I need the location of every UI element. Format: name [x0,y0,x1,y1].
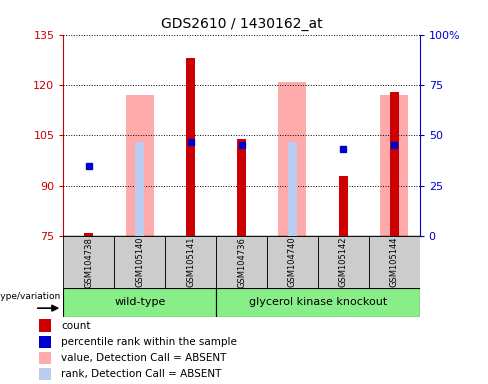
Text: rank, Detection Call = ABSENT: rank, Detection Call = ABSENT [61,369,222,379]
Text: GSM104740: GSM104740 [288,237,297,287]
Text: value, Detection Call = ABSENT: value, Detection Call = ABSENT [61,353,226,363]
Text: GSM105144: GSM105144 [390,237,399,287]
Title: GDS2610 / 1430162_at: GDS2610 / 1430162_at [161,17,323,31]
Bar [318,236,369,288]
Text: GSM105142: GSM105142 [339,237,348,287]
Bar [39,352,51,364]
Text: genotype/variation: genotype/variation [0,291,61,301]
Bar [267,236,318,288]
Bar [114,236,165,288]
Text: GSM104738: GSM104738 [84,237,93,288]
Bar [237,139,246,236]
Bar [126,95,154,236]
Bar [369,236,420,288]
Text: GSM105141: GSM105141 [186,237,195,287]
Bar [389,92,399,236]
Bar [380,95,408,236]
Bar [39,319,51,332]
Bar [186,58,195,236]
Text: glycerol kinase knockout: glycerol kinase knockout [249,297,387,308]
Bar [216,236,267,288]
Bar [39,368,51,380]
Text: percentile rank within the sample: percentile rank within the sample [61,337,237,347]
Bar [288,142,297,236]
Bar [63,288,216,317]
Bar [165,236,216,288]
Text: wild-type: wild-type [114,297,165,308]
Bar [135,142,144,236]
Text: count: count [61,321,90,331]
Bar [279,82,306,236]
Bar [84,233,94,236]
Bar [216,288,420,317]
Bar [339,176,348,236]
Text: GSM105140: GSM105140 [135,237,144,287]
Text: GSM104736: GSM104736 [237,237,246,288]
Bar [39,336,51,348]
Bar [63,236,114,288]
